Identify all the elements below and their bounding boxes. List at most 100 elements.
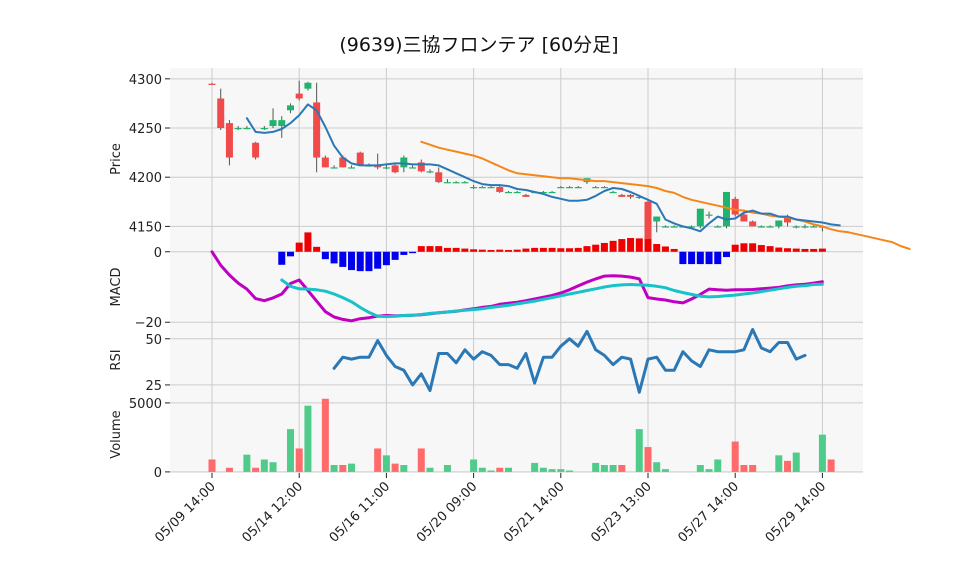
macd-histogram-bar	[705, 251, 713, 265]
candle-body	[443, 182, 451, 184]
rsi-y-tick-label: 50	[145, 333, 162, 348]
candle-body	[653, 216, 661, 222]
macd-histogram-bar	[513, 249, 521, 252]
macd-histogram-bar	[557, 248, 565, 252]
candle-body	[539, 191, 547, 194]
price-panel-bg	[170, 68, 863, 250]
rsi-panel-bg	[170, 324, 863, 396]
candle-body	[504, 191, 512, 194]
candle-body	[269, 120, 277, 127]
volume-bar	[374, 448, 382, 472]
candle-body	[435, 172, 443, 183]
volume-bar	[426, 467, 434, 472]
candle-body	[522, 194, 530, 197]
macd-histogram-bar	[548, 247, 556, 252]
candle-body	[627, 194, 635, 197]
candle-body	[417, 162, 425, 172]
macd-histogram-bar	[627, 238, 635, 252]
signal-line	[280, 278, 824, 319]
candle-body	[810, 226, 818, 228]
volume-bar	[252, 467, 260, 472]
volume-bar	[417, 448, 425, 472]
macd-histogram-bar	[688, 251, 696, 265]
macd-histogram-bar	[487, 250, 495, 252]
candle-body	[757, 226, 765, 228]
macd-histogram-bar	[295, 242, 303, 252]
candle-body	[722, 191, 730, 227]
macd-histogram-bar	[696, 251, 704, 265]
volume-bar	[321, 398, 329, 472]
macd-histogram-bar	[635, 238, 643, 252]
ma-long-line	[420, 140, 911, 250]
volume-bar	[696, 464, 704, 472]
macd-histogram-bar	[566, 248, 574, 252]
panel-backgrounds	[170, 68, 863, 473]
volume-bar	[775, 455, 783, 472]
candle-body	[313, 102, 321, 158]
candle-body	[609, 191, 617, 194]
candle-body	[792, 226, 800, 228]
macd-axis-label: MACD	[109, 268, 124, 307]
candle-body	[574, 187, 582, 189]
candle-body	[243, 128, 251, 130]
candle-body	[618, 194, 626, 197]
macd-histogram-bar	[400, 251, 408, 255]
candle-body	[321, 157, 329, 168]
macd-panel	[210, 232, 826, 323]
volume-bar	[330, 464, 338, 472]
candle-body	[217, 98, 225, 129]
candle-body	[252, 142, 260, 158]
candle-body	[391, 165, 399, 173]
candle-body	[714, 226, 722, 228]
volume-bar	[592, 462, 600, 472]
volume-bar	[818, 434, 826, 472]
x-tick-label: 05/27 14:00	[676, 479, 743, 546]
macd-histogram-bar	[470, 249, 478, 252]
price-y-tick-label: 4250	[129, 122, 162, 137]
volume-bar	[600, 464, 608, 472]
volume-bar	[566, 470, 574, 472]
volume-bar	[731, 441, 739, 472]
rsi-panel	[332, 328, 807, 394]
volume-bar	[269, 462, 277, 472]
price-panel	[208, 80, 911, 250]
volume-bar	[443, 464, 451, 472]
macd-histogram-bar	[784, 248, 792, 252]
macd-histogram-bar	[618, 239, 626, 252]
x-tick-label: 05/20 09:00	[414, 479, 481, 546]
price-y-tick-label: 4200	[129, 171, 162, 186]
candle-body	[426, 171, 434, 173]
candle-body	[566, 187, 574, 189]
candle-body	[557, 187, 565, 189]
macd-histogram-bar	[722, 251, 730, 258]
volume-bar	[749, 464, 757, 472]
candle-body	[496, 187, 504, 192]
x-tick-label: 05/29 14:00	[763, 479, 830, 546]
macd-histogram-bar	[574, 247, 582, 252]
macd-histogram-bar	[339, 251, 347, 267]
volume-bar	[504, 467, 512, 472]
x-tick-label: 05/23 13:00	[588, 479, 655, 546]
volume-bar	[295, 448, 303, 472]
volume-bar	[339, 464, 347, 472]
candle-body	[348, 167, 356, 169]
macd-histogram-bar	[740, 243, 748, 252]
volume-bar	[714, 459, 722, 472]
macd-histogram-bar	[496, 249, 504, 252]
volume-bar	[548, 469, 556, 472]
volume-bar	[400, 464, 408, 472]
macd-histogram-bar	[792, 248, 800, 252]
macd-histogram-bar	[609, 240, 617, 252]
candle-body	[330, 167, 338, 169]
macd-histogram-bar	[653, 244, 661, 252]
macd-line	[210, 250, 824, 323]
macd-histogram-bar	[731, 244, 739, 252]
macd-histogram-bar	[661, 246, 669, 252]
price-axis-label: Price	[109, 143, 124, 175]
volume-bar	[496, 467, 504, 472]
volume-bar	[531, 462, 539, 472]
candle-body	[548, 191, 556, 194]
candle-body	[784, 216, 792, 223]
candle-body	[304, 82, 312, 89]
